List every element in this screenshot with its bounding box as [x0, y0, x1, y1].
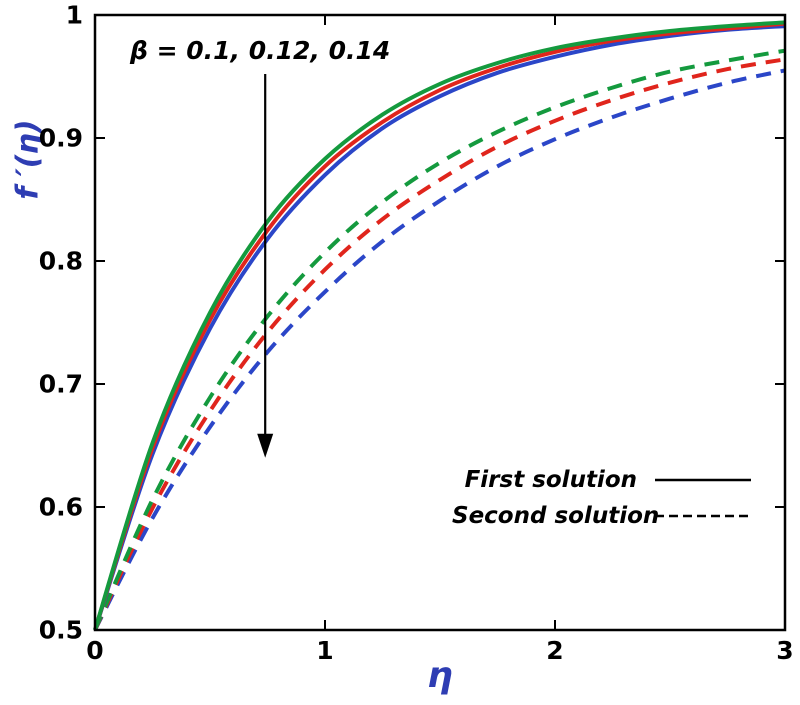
curve-first-beta-0.1 [93, 20, 786, 631]
y-tick-label: 0.8 [38, 246, 83, 276]
curve-second-beta-0.12 [93, 57, 786, 631]
curve-first-beta-0.12 [93, 21, 786, 631]
y-tick-label: 0.9 [38, 123, 83, 153]
curve-second-beta-0.1 [93, 48, 786, 631]
legend-item-second-solution: Second solution [452, 498, 757, 534]
y-tick-label: 0.5 [38, 615, 83, 645]
curve-first-beta-0.14 [93, 24, 786, 631]
legend-label-second-solution: Second solution [452, 503, 660, 529]
x-tick-label: 1 [316, 636, 334, 665]
y-axis-label: f ′(η) [10, 119, 46, 200]
x-tick-label: 0 [86, 636, 104, 665]
legend-label-first-solution: First solution [464, 467, 637, 493]
legend-dashed-line-sample [655, 514, 751, 518]
legend: First solution Second solution [452, 462, 757, 534]
legend-item-first-solution: First solution [452, 462, 757, 498]
y-tick-label: 1 [65, 0, 83, 30]
x-tick-label: 2 [546, 636, 564, 665]
y-tick-label: 0.7 [38, 369, 83, 399]
legend-solid-line-sample [655, 478, 751, 482]
y-tick-label: 0.6 [38, 492, 83, 522]
beta-annotation: β = 0.1, 0.12, 0.14 [130, 36, 391, 65]
axes-box [93, 13, 787, 632]
x-axis-label: η [427, 655, 453, 696]
curve-second-beta-0.14 [93, 68, 786, 631]
x-tick-label: 3 [776, 636, 794, 665]
annotation-arrow-head [257, 433, 274, 458]
